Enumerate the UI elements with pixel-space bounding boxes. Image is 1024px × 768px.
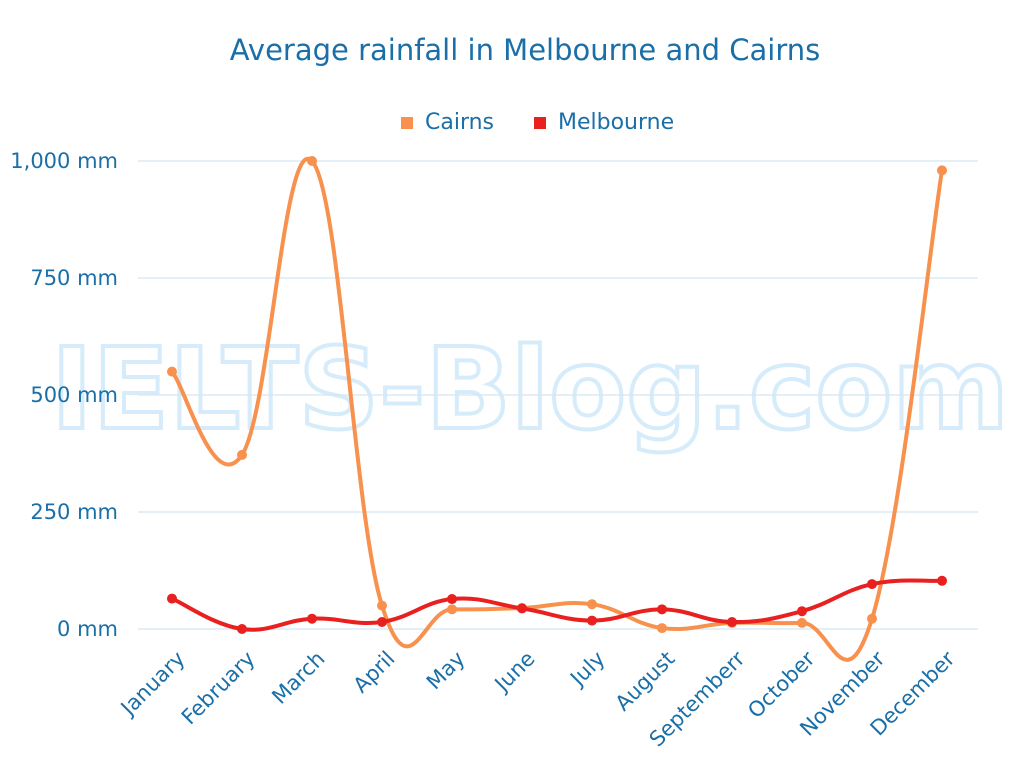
data-point-melbourne [237, 624, 247, 634]
watermark: IELTS-Blog.com [51, 325, 1009, 455]
y-tick-label: 500 mm [30, 383, 118, 407]
data-point-melbourne [167, 593, 177, 604]
data-point-cairns [167, 366, 177, 377]
x-tick-label: March [267, 647, 329, 709]
gridlines [138, 160, 978, 630]
data-point-cairns [237, 449, 247, 460]
series-melbourne [167, 575, 947, 634]
legend: Cairns Melbourne [401, 110, 674, 135]
data-point-melbourne [657, 604, 667, 615]
y-tick-label: 250 mm [30, 500, 118, 524]
y-axis: 0 mm 250 mm 500 mm 750 mm 1,000 mm [10, 149, 118, 641]
y-tick-label: 0 mm [57, 617, 118, 641]
x-tick-label: February [177, 647, 260, 730]
data-point-melbourne [587, 615, 597, 626]
data-point-melbourne [307, 613, 317, 624]
chart-title: Average rainfall in Melbourne and Cairns [230, 33, 820, 67]
data-point-cairns [937, 165, 947, 176]
x-tick-label: August [611, 647, 680, 716]
data-point-cairns [447, 604, 457, 615]
data-point-melbourne [797, 606, 807, 617]
legend-label-melbourne: Melbourne [558, 110, 674, 135]
data-point-melbourne [727, 616, 737, 627]
data-point-melbourne [377, 616, 387, 627]
data-point-cairns [797, 617, 807, 628]
series-line-cairns [170, 156, 944, 662]
x-tick-label: July [564, 647, 609, 692]
series [167, 156, 947, 662]
legend-label-cairns: Cairns [425, 110, 494, 135]
y-tick-label: 750 mm [30, 266, 118, 290]
y-tick-label: 1,000 mm [10, 149, 118, 173]
legend-item-cairns: Cairns [401, 110, 494, 135]
x-tick-label: May [422, 647, 470, 695]
x-tick-label: June [489, 647, 540, 698]
legend-swatch-melbourne [534, 117, 546, 129]
data-point-melbourne [447, 594, 457, 605]
series-line-melbourne [170, 578, 944, 632]
data-point-melbourne [937, 575, 947, 586]
data-point-cairns [587, 599, 597, 610]
legend-swatch-cairns [401, 117, 413, 129]
data-point-melbourne [517, 603, 527, 614]
legend-item-melbourne: Melbourne [534, 110, 674, 135]
data-point-cairns [377, 600, 387, 611]
data-point-cairns [867, 613, 877, 624]
data-point-melbourne [867, 579, 877, 590]
x-tick-label: April [349, 647, 400, 698]
data-point-cairns [657, 623, 667, 634]
data-point-cairns [307, 156, 317, 166]
